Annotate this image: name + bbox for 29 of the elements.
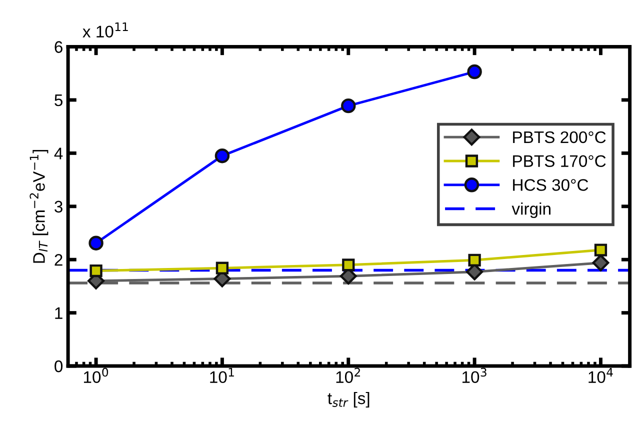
y-tick-label: 4 (54, 148, 63, 160)
y-tick-label: 0 (54, 360, 63, 372)
y-tick-label: 5 (54, 94, 62, 106)
y-tick-label: 2 (54, 254, 62, 266)
x-tick-label: 10$^{4}$ (588, 368, 613, 384)
point (90, 264, 102, 278)
x-tick-label: 10$^{3}$ (462, 368, 486, 384)
legend-label: HCS 30°C (513, 179, 588, 191)
y-axis-title: D$_{IT}$ [cm$^{−2}$eV$^{−1}$] (30, 150, 48, 263)
x-tick-label: 10$^{1}$ (210, 368, 234, 384)
point (467, 64, 482, 80)
y-tick-label: 6 (54, 41, 62, 53)
point (468, 254, 481, 266)
y-tick-label: 3 (54, 200, 62, 213)
legend-label: PBTS 170°C (513, 155, 606, 167)
point (594, 244, 608, 256)
x-tick-label: 10$^{2}$ (336, 368, 360, 384)
point (592, 254, 610, 272)
legend-label: PBTS 200°C (513, 131, 606, 144)
point (88, 236, 104, 250)
point (342, 258, 355, 272)
text: x 10$^{11}$ (82, 22, 128, 38)
x-tick-label: 10$^{0}$ (84, 368, 108, 384)
y-tick-label: 1 (55, 307, 62, 319)
point (341, 98, 356, 114)
point (214, 148, 230, 164)
x-axis-title: t$_{str}$ [s] (328, 392, 370, 408)
point (216, 262, 229, 274)
legend-label: virgin (512, 202, 550, 218)
